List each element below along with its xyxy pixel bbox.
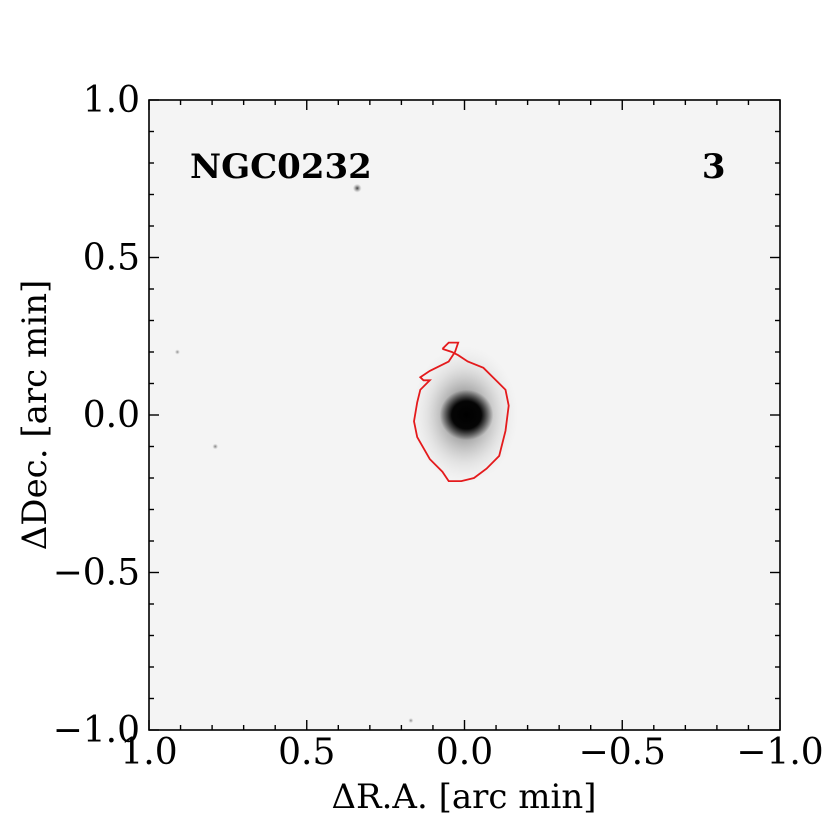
x-tick-label: 1.0 (120, 732, 177, 773)
contour-line (413, 341, 510, 483)
point-source (408, 717, 414, 724)
galaxy-name-label: NGC0232 (190, 147, 372, 187)
x-tick-labels: 1.0 0.5 0.0 −0.5 −1.0 (120, 732, 823, 773)
galaxy-core (439, 389, 494, 441)
y-tick-label: 1.0 (83, 80, 140, 121)
axis-ticks (148, 99, 781, 731)
point-source (174, 349, 180, 355)
annotations: NGC0232 3 (190, 147, 726, 187)
point-sources (174, 183, 414, 724)
y-tick-label: −1.0 (53, 710, 140, 751)
x-tick-label: 0.5 (278, 732, 335, 773)
y-tick-label: 0.0 (83, 395, 140, 436)
y-tick-labels: 1.0 0.5 0.0 −0.5 −1.0 (53, 80, 140, 751)
x-tick-label: −1.0 (736, 732, 823, 773)
point-source (352, 183, 362, 193)
y-tick-label: 0.5 (83, 238, 140, 279)
panel-number-label: 3 (702, 147, 726, 187)
galaxy-image (149, 100, 780, 730)
x-tick-label: 0.0 (436, 732, 493, 773)
y-tick-label: −0.5 (53, 553, 140, 594)
y-axis-label: ΔDec. [arc min] (15, 280, 55, 551)
x-tick-label: −0.5 (579, 732, 666, 773)
x-axis-label: ΔR.A. [arc min] (331, 777, 596, 817)
point-source (212, 443, 219, 450)
